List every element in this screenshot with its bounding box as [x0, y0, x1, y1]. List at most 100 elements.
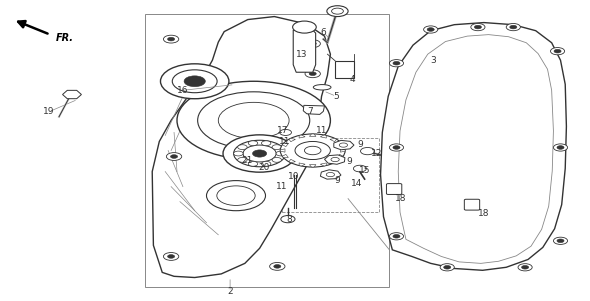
Circle shape: [160, 64, 229, 99]
Circle shape: [339, 143, 348, 147]
Circle shape: [184, 76, 205, 87]
Text: 4: 4: [350, 75, 356, 84]
Text: 14: 14: [351, 179, 363, 188]
Circle shape: [389, 144, 404, 151]
Circle shape: [238, 145, 247, 150]
Bar: [282, 138, 379, 212]
Circle shape: [506, 23, 520, 31]
FancyBboxPatch shape: [386, 184, 402, 194]
Polygon shape: [299, 163, 305, 166]
Circle shape: [444, 265, 451, 269]
Polygon shape: [303, 105, 324, 114]
Circle shape: [166, 153, 182, 160]
Ellipse shape: [313, 85, 331, 90]
Circle shape: [168, 37, 175, 41]
Text: 10: 10: [288, 172, 300, 181]
Text: 6: 6: [320, 28, 326, 37]
Circle shape: [206, 181, 266, 211]
Text: 18: 18: [478, 209, 490, 218]
Circle shape: [172, 70, 217, 93]
Circle shape: [293, 21, 316, 33]
Polygon shape: [324, 155, 345, 164]
Circle shape: [553, 237, 568, 244]
Circle shape: [427, 28, 434, 31]
Circle shape: [326, 172, 335, 177]
Text: 8: 8: [286, 215, 292, 224]
Polygon shape: [152, 17, 330, 278]
Circle shape: [389, 233, 404, 240]
Circle shape: [331, 157, 339, 162]
Circle shape: [327, 6, 348, 17]
Circle shape: [305, 40, 320, 48]
Text: 3: 3: [431, 56, 437, 65]
Circle shape: [474, 25, 481, 29]
Polygon shape: [309, 165, 316, 167]
Text: 17: 17: [277, 126, 289, 135]
Circle shape: [389, 60, 404, 67]
Circle shape: [270, 262, 285, 270]
Polygon shape: [320, 163, 326, 166]
Circle shape: [276, 151, 286, 156]
Text: 16: 16: [177, 86, 189, 95]
Circle shape: [272, 145, 281, 150]
Polygon shape: [398, 35, 553, 263]
Circle shape: [274, 265, 281, 268]
Circle shape: [243, 145, 276, 162]
Polygon shape: [335, 61, 354, 78]
Circle shape: [332, 8, 343, 14]
Text: 20: 20: [258, 163, 270, 172]
Circle shape: [272, 157, 281, 162]
Polygon shape: [381, 23, 566, 270]
Circle shape: [393, 234, 400, 238]
Circle shape: [234, 140, 286, 167]
Polygon shape: [299, 135, 305, 138]
Circle shape: [281, 216, 295, 223]
Polygon shape: [282, 154, 289, 157]
Circle shape: [163, 253, 179, 260]
Circle shape: [318, 85, 326, 89]
Polygon shape: [289, 138, 296, 142]
Text: FR.: FR.: [56, 33, 74, 43]
Circle shape: [198, 92, 310, 149]
Polygon shape: [280, 149, 285, 152]
Circle shape: [309, 42, 316, 45]
Text: 11: 11: [316, 126, 327, 135]
Circle shape: [163, 35, 179, 43]
Circle shape: [471, 23, 485, 31]
Circle shape: [280, 129, 291, 135]
Text: 11: 11: [276, 182, 288, 191]
Circle shape: [305, 70, 320, 78]
Circle shape: [234, 151, 243, 156]
Text: 7: 7: [307, 107, 313, 116]
Text: 11: 11: [278, 137, 290, 146]
Circle shape: [424, 26, 438, 33]
Circle shape: [393, 61, 400, 65]
Circle shape: [253, 150, 267, 157]
Circle shape: [309, 72, 316, 76]
Circle shape: [177, 81, 330, 160]
FancyBboxPatch shape: [464, 199, 480, 210]
Circle shape: [248, 161, 258, 166]
Polygon shape: [293, 30, 316, 72]
Circle shape: [510, 25, 517, 29]
Circle shape: [522, 265, 529, 269]
Circle shape: [261, 141, 271, 146]
Text: 19: 19: [42, 107, 54, 116]
Text: 21: 21: [241, 156, 253, 165]
Circle shape: [261, 161, 271, 166]
Polygon shape: [337, 144, 343, 147]
Polygon shape: [340, 149, 345, 152]
Circle shape: [557, 146, 564, 149]
Circle shape: [238, 157, 247, 162]
Circle shape: [553, 144, 568, 151]
Circle shape: [393, 146, 400, 149]
Polygon shape: [330, 159, 336, 163]
Polygon shape: [320, 170, 341, 179]
Polygon shape: [334, 140, 354, 150]
Polygon shape: [309, 134, 316, 136]
Circle shape: [223, 135, 296, 172]
Polygon shape: [282, 144, 289, 147]
Text: 5: 5: [333, 92, 339, 101]
Circle shape: [554, 49, 561, 53]
Bar: [145, 14, 389, 287]
